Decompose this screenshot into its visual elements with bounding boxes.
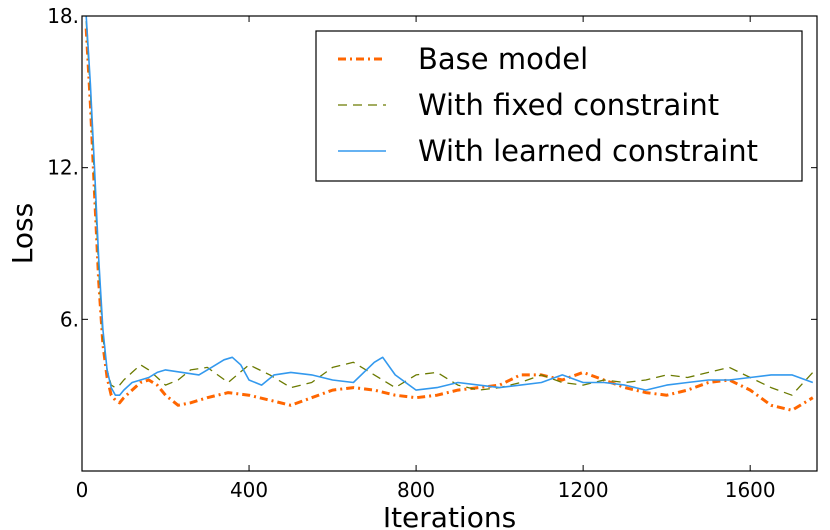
tick-layer: 0 400 800 1200 1600 6. 12. 18. [47, 4, 817, 502]
y-tick-label: 6. [60, 307, 79, 331]
x-axis-label: Iterations [383, 501, 516, 530]
legend: Base model With fixed constraint With lear… [315, 30, 803, 182]
y-tick-label: 18. [47, 4, 79, 28]
x-tick-label: 400 [230, 478, 268, 502]
plot-frame [81, 15, 818, 472]
y-tick-label: 12. [47, 156, 79, 180]
legend-label: With fixed constraint [418, 88, 719, 122]
y-axis-label: Loss [6, 203, 39, 264]
series-layer [84, 15, 814, 412]
legend-label: With learned constraint [418, 134, 758, 168]
legend-label: Base model [418, 42, 588, 76]
x-tick-label: 1600 [725, 478, 776, 502]
x-tick-label: 0 [76, 478, 89, 502]
series-line-2 [85, 15, 814, 397]
series-line-0 [84, 28, 814, 412]
series-line-1 [85, 21, 814, 396]
legend-box [315, 30, 803, 182]
x-tick-label: 1200 [558, 478, 609, 502]
x-tick-label: 800 [397, 478, 435, 502]
